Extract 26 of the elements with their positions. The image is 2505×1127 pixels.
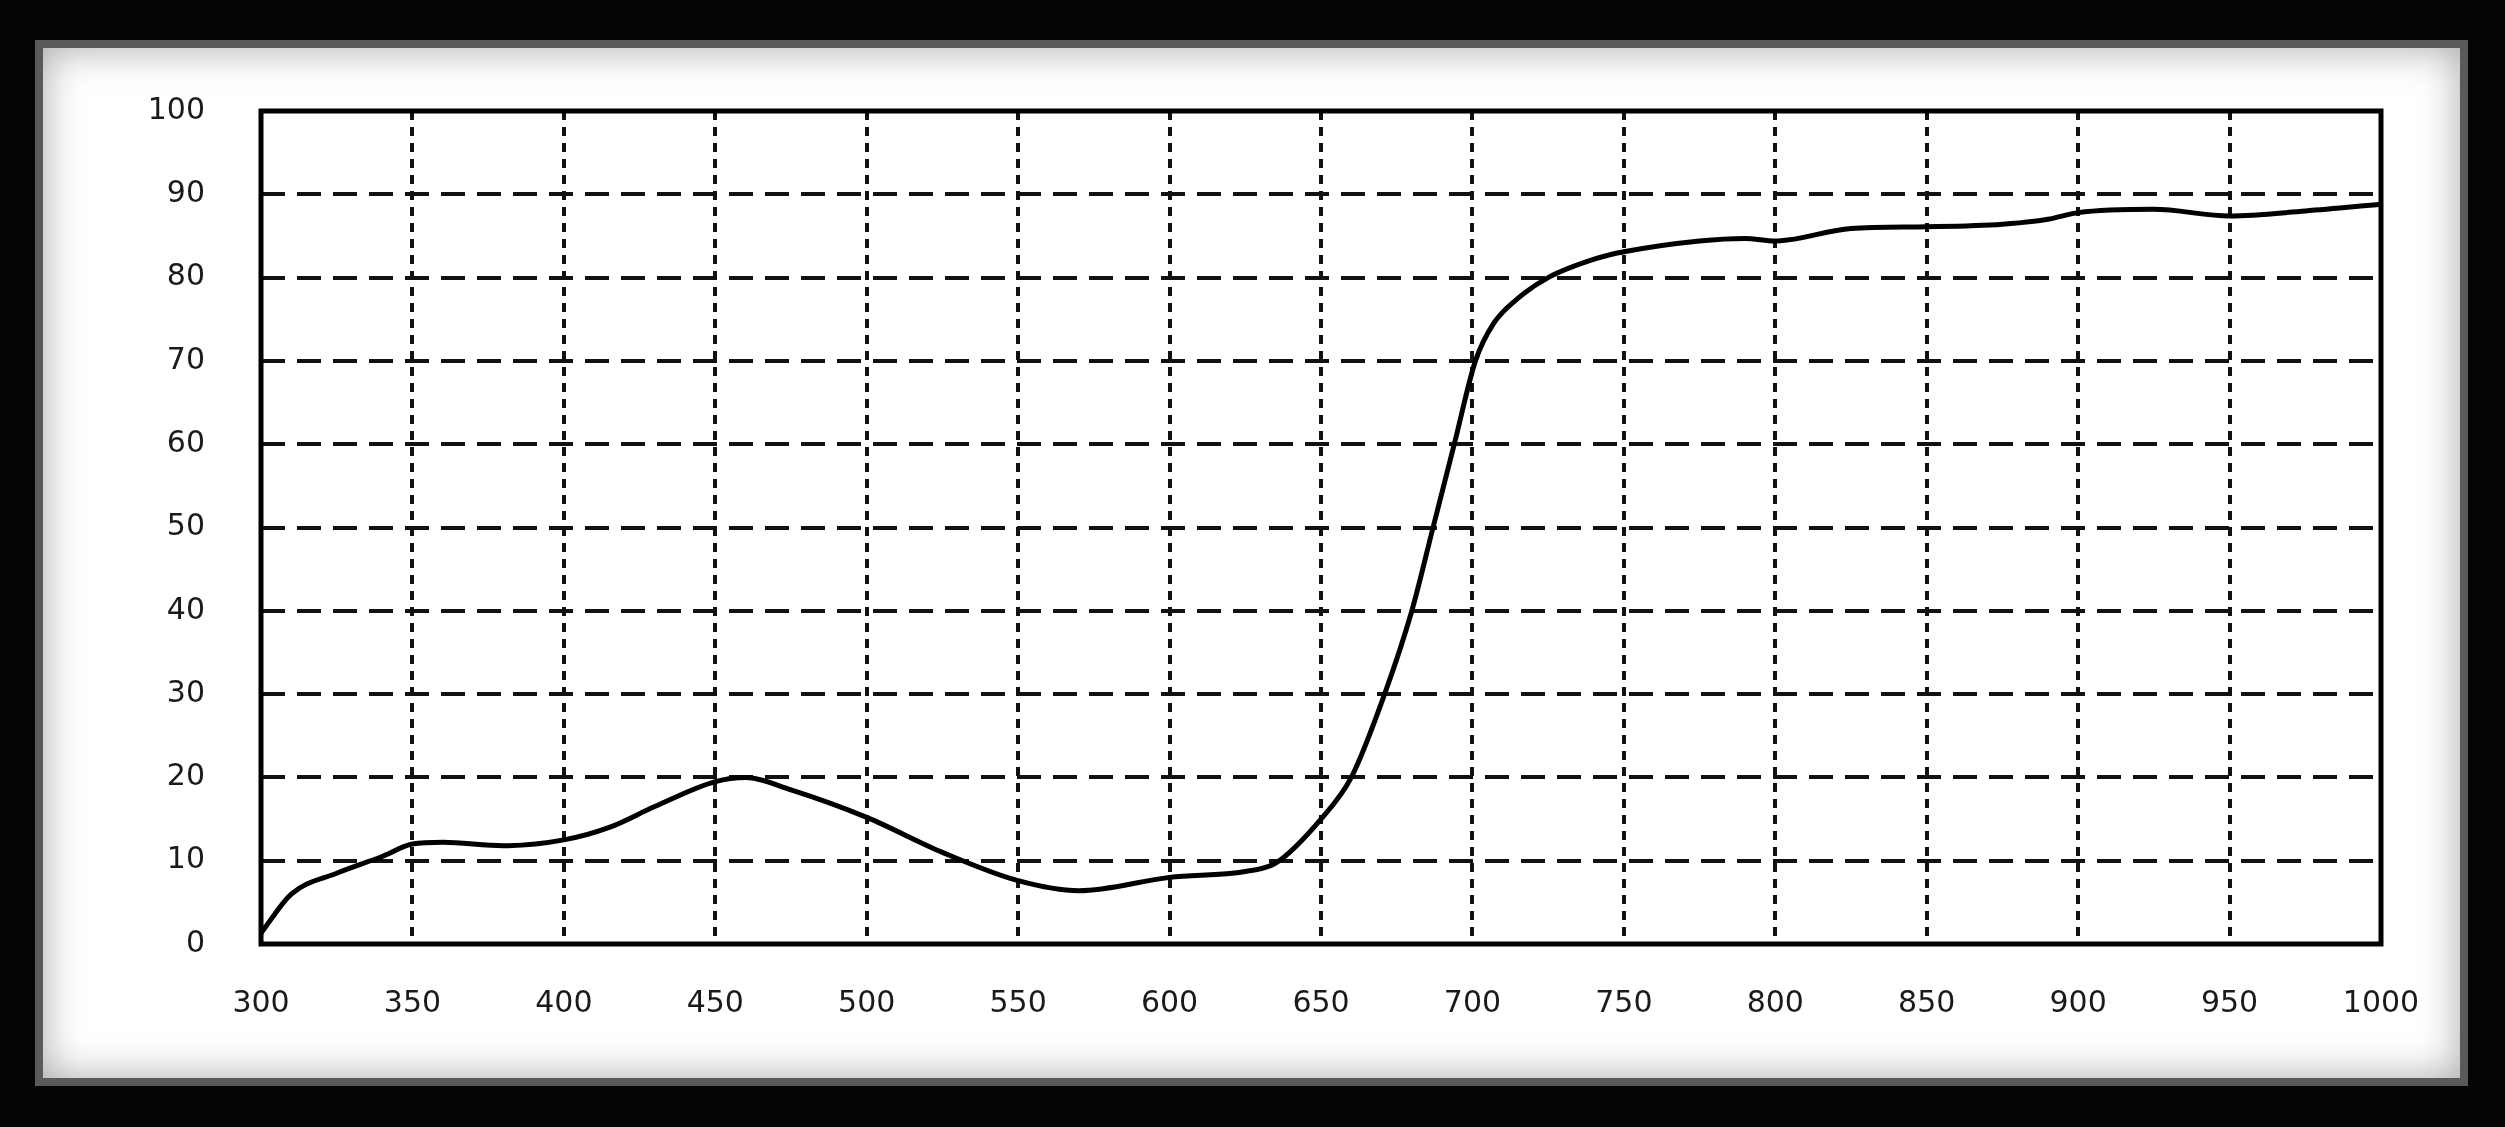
x-tick-label: 650 bbox=[1292, 983, 1350, 1019]
x-tick-label: 700 bbox=[1443, 983, 1502, 1019]
x-tick-label: 600 bbox=[1140, 983, 1199, 1019]
y-tick-label: 0 bbox=[185, 923, 205, 959]
x-tick-label: 400 bbox=[535, 983, 593, 1019]
x-tick-label: 450 bbox=[686, 983, 744, 1019]
y-tick-label: 100 bbox=[147, 90, 205, 126]
x-tick-label: 850 bbox=[1898, 983, 1956, 1019]
x-tick-label: 300 bbox=[232, 983, 290, 1019]
x-tick-label: 350 bbox=[383, 983, 442, 1019]
y-tick-label: 10 bbox=[166, 840, 205, 876]
y-tick-label: 30 bbox=[166, 673, 205, 709]
y-tick-label: 40 bbox=[166, 590, 205, 626]
x-tick-label: 900 bbox=[2049, 983, 2107, 1019]
x-tick-label: 500 bbox=[838, 983, 896, 1019]
x-tick-label: 800 bbox=[1746, 983, 1804, 1019]
x-tick-label: 950 bbox=[2200, 983, 2259, 1019]
y-tick-label: 90 bbox=[166, 174, 205, 210]
y-tick-label: 60 bbox=[166, 424, 205, 459]
x-tick-label: 750 bbox=[1595, 983, 1653, 1019]
y-tick-label: 70 bbox=[166, 340, 205, 376]
y-tick-label: 20 bbox=[166, 757, 205, 793]
y-tick-label: 50 bbox=[166, 507, 205, 543]
x-tick-label: 1000 bbox=[2342, 983, 2420, 1019]
x-tick-label: 550 bbox=[989, 983, 1047, 1019]
y-tick-label: 80 bbox=[166, 257, 205, 293]
